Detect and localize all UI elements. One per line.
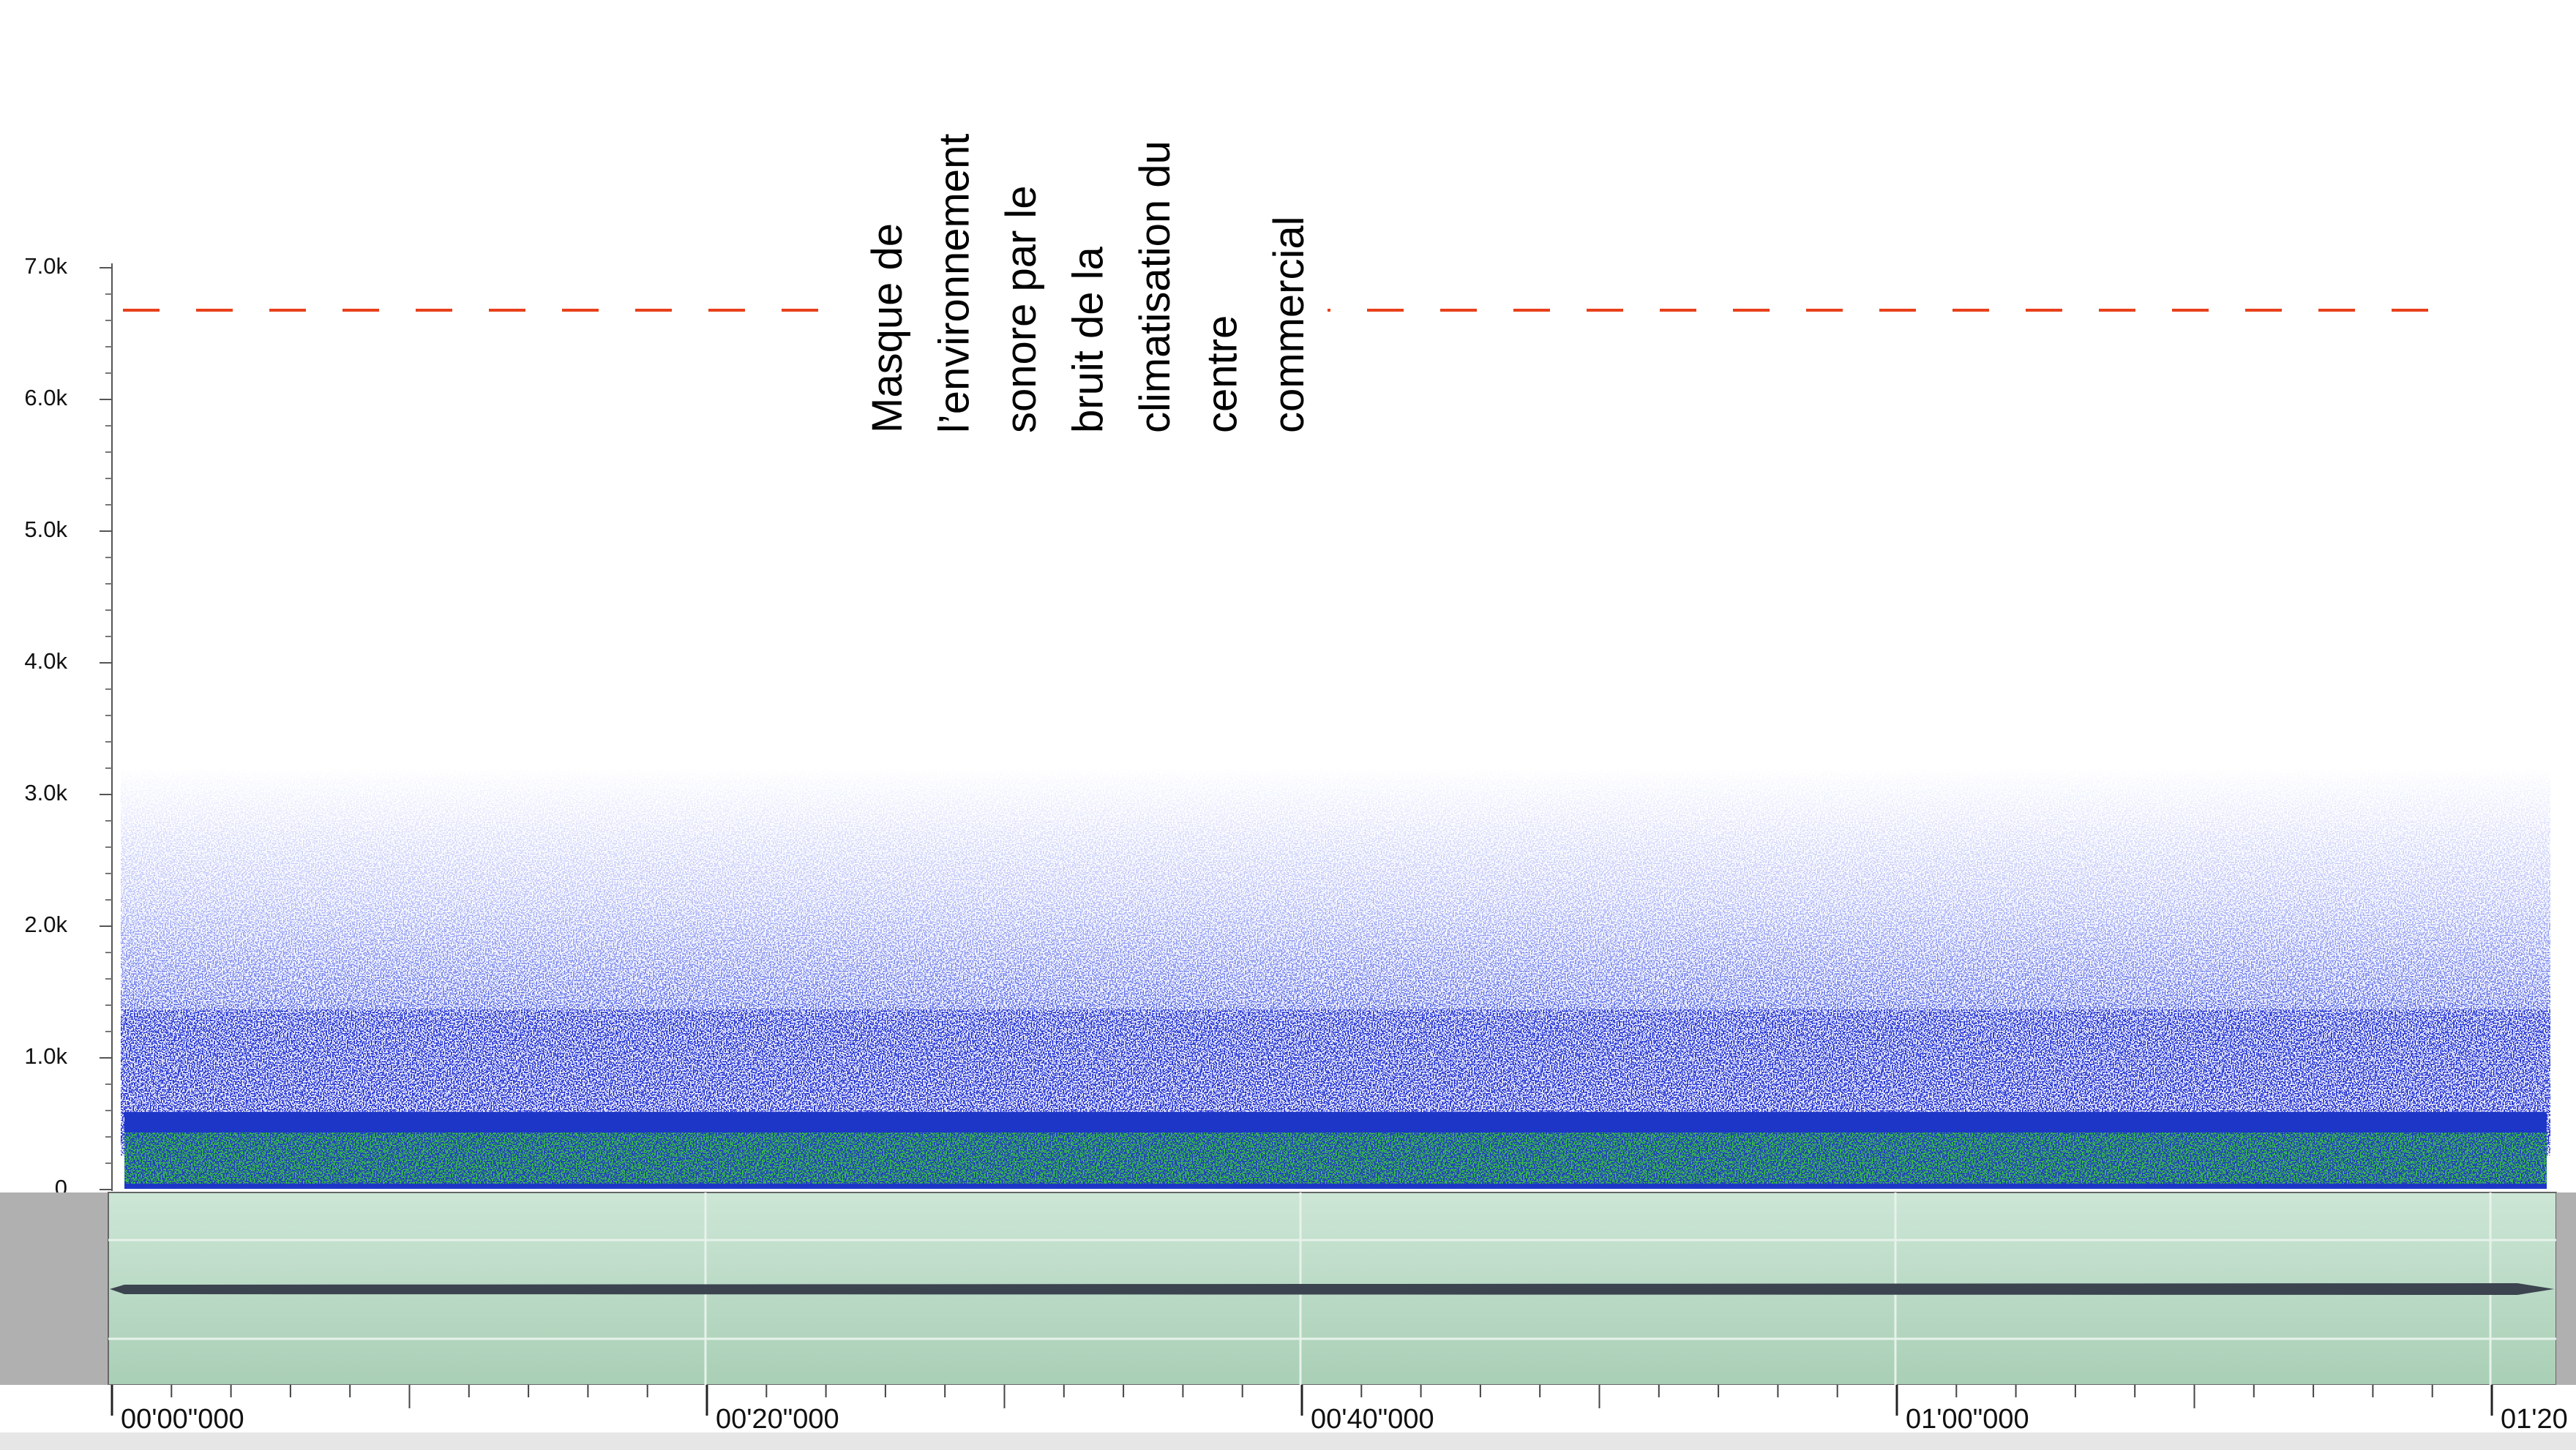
annotation-line: centre <box>1199 315 1246 433</box>
time-label: 01'20 <box>2501 1404 2568 1435</box>
left-panel <box>0 1192 108 1385</box>
annotation-line: bruit de la <box>1065 247 1112 433</box>
ruler-bottom <box>0 1432 2576 1450</box>
time-label: 00'20"000 <box>716 1404 839 1435</box>
time-label: 00'40"000 <box>1311 1404 1434 1435</box>
annotation-line: Masque de <box>864 223 911 433</box>
y-tick-label: 3.0k <box>24 780 67 805</box>
y-tick-label: 5.0k <box>24 516 67 542</box>
y-tick-label: 7.0k <box>24 253 67 279</box>
y-tick-label: 1.0k <box>24 1043 67 1069</box>
time-axis: 00'00"000 00'20"000 00'40"000 01'00"000 01'2… <box>111 1385 2568 1435</box>
annotation: Masque de l’environnement sonore par le bru… <box>864 134 1313 433</box>
spectrogram <box>121 768 2550 1189</box>
annotation-line: l’environnement <box>931 134 978 433</box>
y-tick-label: 2.0k <box>24 912 67 937</box>
annotation-line: sonore par le <box>997 185 1045 433</box>
annotation-line: climatisation du <box>1131 140 1179 433</box>
spectrum-green <box>124 1132 2547 1184</box>
annotation-bg <box>830 29 1328 443</box>
y-tick-label: 4.0k <box>24 648 67 674</box>
y-axis-labels: 7.0k6.0k5.0k4.0k3.0k2.0k1.0k0 <box>24 253 112 1201</box>
time-label: 00'00"000 <box>121 1404 244 1435</box>
waveform <box>110 1283 2554 1295</box>
y-tick-label: 6.0k <box>24 385 67 410</box>
time-label: 01'00"000 <box>1906 1404 2029 1435</box>
right-panel <box>2556 1192 2576 1385</box>
annotation-line: commercial <box>1265 217 1313 434</box>
